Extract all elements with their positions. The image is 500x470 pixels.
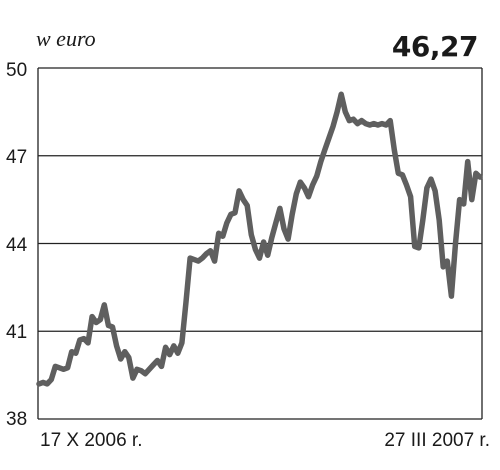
x-start-label: 17 X 2006 r.	[40, 430, 143, 451]
y-tick-label: 38	[6, 409, 28, 430]
y-tick-label: 50	[6, 60, 28, 81]
unit-label: w euro	[36, 26, 96, 51]
x-end-label: 27 III 2007 r.	[384, 430, 490, 451]
y-tick-label: 47	[6, 147, 28, 168]
price-line	[36, 91, 483, 387]
y-tick-label: 44	[6, 235, 28, 256]
current-value: 46,27	[391, 30, 479, 63]
y-tick-label: 41	[6, 322, 28, 343]
